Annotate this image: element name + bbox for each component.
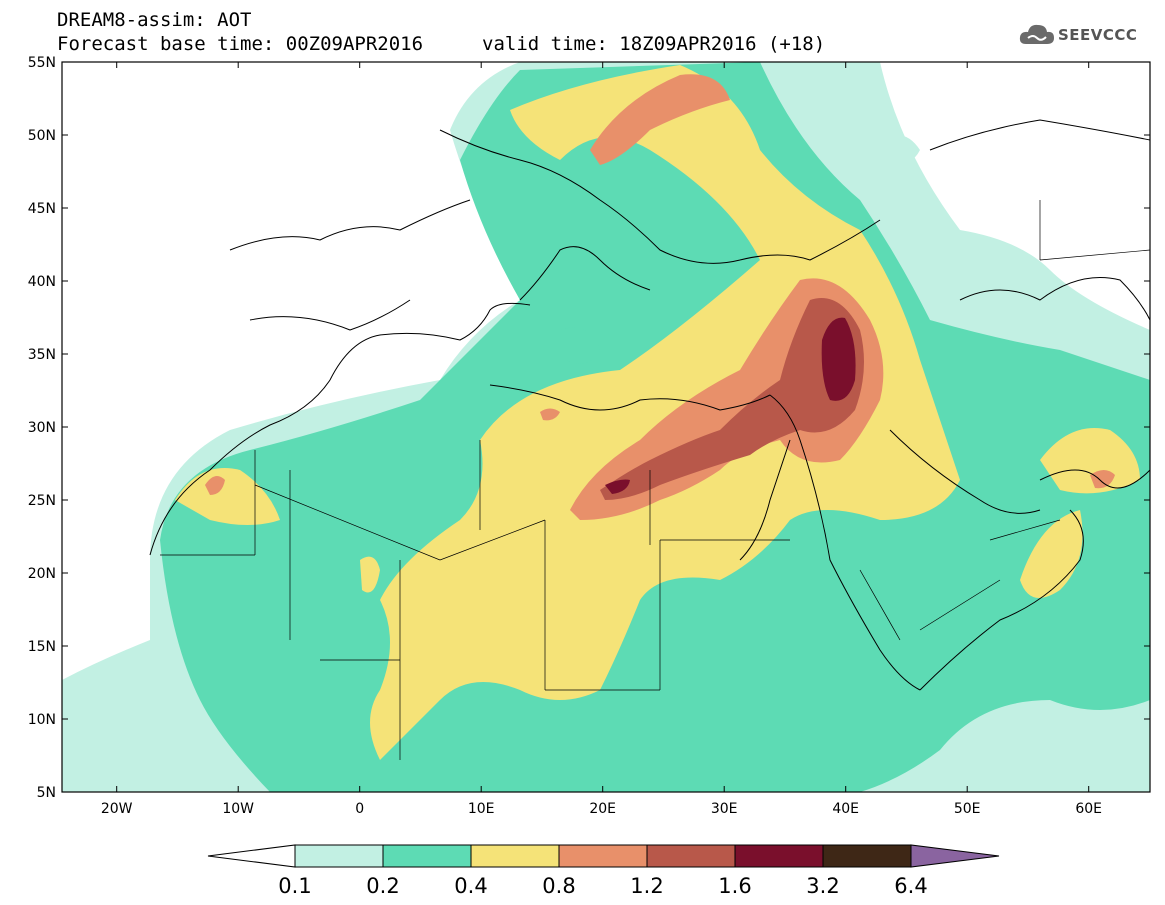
lon-label: 60E xyxy=(1075,801,1102,817)
lat-label: 35N xyxy=(28,347,56,363)
colorbar-label: 3.2 xyxy=(806,874,839,898)
colorbar-left-arrow xyxy=(207,844,296,868)
axis-ticks: 55N 50N 45N 40N 35N 30N 25N 20N 15N 10N 5N 20W 10W 0 1… xyxy=(28,55,1150,817)
valid-time: valid time: 18Z09APR2016 (+18) xyxy=(482,33,826,55)
lon-label: 50E xyxy=(954,801,981,817)
lat-label: 30N xyxy=(28,420,56,436)
seevccc-logo: SEEVCCC xyxy=(1018,22,1137,48)
map-title: DREAM8-assim: AOT xyxy=(57,9,252,31)
aot-band-1-2 xyxy=(600,298,864,500)
lon-label: 20W xyxy=(101,801,133,817)
lon-label: 10W xyxy=(222,801,254,817)
lat-label: 15N xyxy=(28,639,56,655)
forecast-base-time: Forecast base time: 00Z09APR2016 xyxy=(57,33,424,55)
lon-label: 20E xyxy=(589,801,616,817)
colorbar-label: 0.8 xyxy=(542,874,575,898)
lat-label: 20N xyxy=(28,566,56,582)
lat-label: 10N xyxy=(28,712,56,728)
colorbar-label: 1.6 xyxy=(718,874,751,898)
colorbar-swatch xyxy=(382,844,472,868)
coastlines xyxy=(149,119,1150,691)
colorbar-swatch xyxy=(294,844,384,868)
colorbar-label: 0.4 xyxy=(454,874,487,898)
lat-label: 55N xyxy=(28,55,56,71)
colorbar: 0.1 0.2 0.4 0.8 1.2 1.6 3.2 6.4 xyxy=(207,844,1000,898)
colorbar-label: 0.1 xyxy=(278,874,311,898)
colorbar-swatch xyxy=(646,844,736,868)
cloud-icon xyxy=(1019,24,1054,44)
lat-label: 45N xyxy=(28,201,56,217)
colorbar-label: 1.2 xyxy=(630,874,663,898)
colorbar-swatch xyxy=(470,844,560,868)
colorbar-right-arrow xyxy=(910,844,1000,868)
lat-label: 50N xyxy=(28,128,56,144)
lat-label: 25N xyxy=(28,493,56,509)
colorbar-swatch xyxy=(734,844,824,868)
colorbar-label: 6.4 xyxy=(894,874,927,898)
country-borders xyxy=(160,200,1150,760)
lon-label: 0 xyxy=(355,801,364,817)
colorbar-swatch xyxy=(822,844,912,868)
logo-text: SEEVCCC xyxy=(1058,26,1138,44)
aot-field xyxy=(62,62,1150,792)
colorbar-label: 0.2 xyxy=(366,874,399,898)
colorbar-swatch xyxy=(558,844,648,868)
aot-band-1-6 xyxy=(605,317,856,494)
lat-label: 40N xyxy=(28,274,56,290)
lon-label: 40E xyxy=(832,801,859,817)
lon-label: 30E xyxy=(711,801,738,817)
lon-label: 10E xyxy=(468,801,495,817)
lat-label: 5N xyxy=(37,785,56,801)
